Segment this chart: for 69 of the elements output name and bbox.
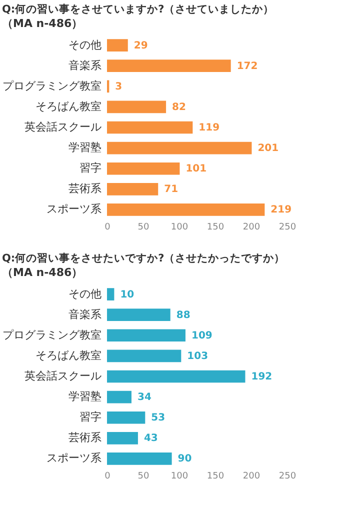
y-tick-label: その他	[68, 287, 102, 300]
y-tick-label: 芸術系	[68, 182, 102, 196]
data-label: 82	[172, 102, 186, 113]
y-tick-label: 習字	[80, 162, 102, 175]
x-tick-label: 200	[242, 472, 260, 482]
data-label: 101	[186, 164, 207, 175]
x-tick-label: 150	[206, 472, 224, 482]
data-label: 34	[137, 392, 152, 404]
bar	[107, 390, 132, 404]
bar	[107, 39, 128, 52]
y-tick-label: スポーツ系	[46, 452, 102, 465]
bar	[107, 308, 170, 321]
bar	[107, 100, 166, 114]
x-tick-label: 50	[138, 472, 150, 482]
x-tick-label: 0	[104, 472, 111, 482]
bar	[107, 432, 138, 444]
x-tick-label: 0	[104, 222, 111, 232]
bar	[107, 452, 172, 465]
y-tick-label: そろばん教室	[36, 348, 102, 362]
data-label: 192	[251, 372, 272, 382]
bar	[107, 121, 193, 134]
y-tick-label: 芸術系	[68, 431, 102, 444]
y-tick-label: 習字	[80, 410, 102, 424]
chart-title: Q:何の習い事をさせていますか?（させていましたか）	[2, 2, 274, 16]
data-label: 172	[236, 60, 258, 72]
data-label: 3	[115, 81, 122, 92]
chart-subtitle: （MA n-486）	[2, 266, 83, 279]
x-tick-label: 200	[242, 222, 260, 232]
y-tick-label: 学習塾	[68, 141, 102, 154]
bar	[107, 288, 114, 300]
y-tick-label: プログラミング教室	[2, 328, 102, 342]
x-tick-label: 100	[170, 222, 188, 232]
y-tick-label: 英会話スクール	[24, 120, 102, 134]
data-label: 90	[178, 454, 192, 465]
data-label: 119	[198, 122, 220, 134]
y-tick-label: スポーツ系	[46, 202, 102, 216]
data-label: 103	[187, 350, 208, 362]
x-tick-label: 250	[278, 472, 296, 482]
data-label: 109	[191, 330, 212, 342]
data-label: 88	[176, 310, 190, 321]
data-label: 71	[164, 184, 178, 196]
y-tick-label: 音楽系	[68, 58, 102, 72]
bar	[107, 350, 182, 362]
y-tick-label: プログラミング教室	[2, 79, 102, 92]
y-tick-label: そろばん教室	[36, 100, 102, 113]
y-tick-label: 音楽系	[68, 308, 102, 321]
bar	[107, 204, 265, 216]
y-tick-label: その他	[68, 38, 102, 52]
bar	[107, 183, 158, 196]
bar	[107, 411, 146, 424]
data-label: 219	[270, 204, 292, 216]
data-label: 10	[120, 289, 134, 300]
bar	[107, 329, 186, 342]
x-tick-label: 50	[138, 222, 150, 232]
y-tick-label: 学習塾	[68, 390, 102, 404]
data-label: 201	[258, 143, 279, 154]
data-label: 53	[151, 412, 166, 424]
bar	[107, 60, 231, 72]
bar	[107, 162, 180, 175]
x-tick-label: 250	[278, 222, 296, 232]
x-tick-label: 100	[170, 472, 188, 482]
chart-title: Q:何の習い事をさせたいですか?（させたかったですか）	[2, 252, 286, 264]
x-tick-label: 150	[206, 222, 224, 232]
bar	[107, 142, 252, 154]
chart-subtitle: （MA n-486）	[2, 17, 83, 30]
data-label: 29	[134, 40, 148, 52]
bar	[107, 370, 246, 383]
y-tick-label: 英会話スクール	[24, 370, 102, 382]
data-label: 43	[144, 433, 158, 444]
